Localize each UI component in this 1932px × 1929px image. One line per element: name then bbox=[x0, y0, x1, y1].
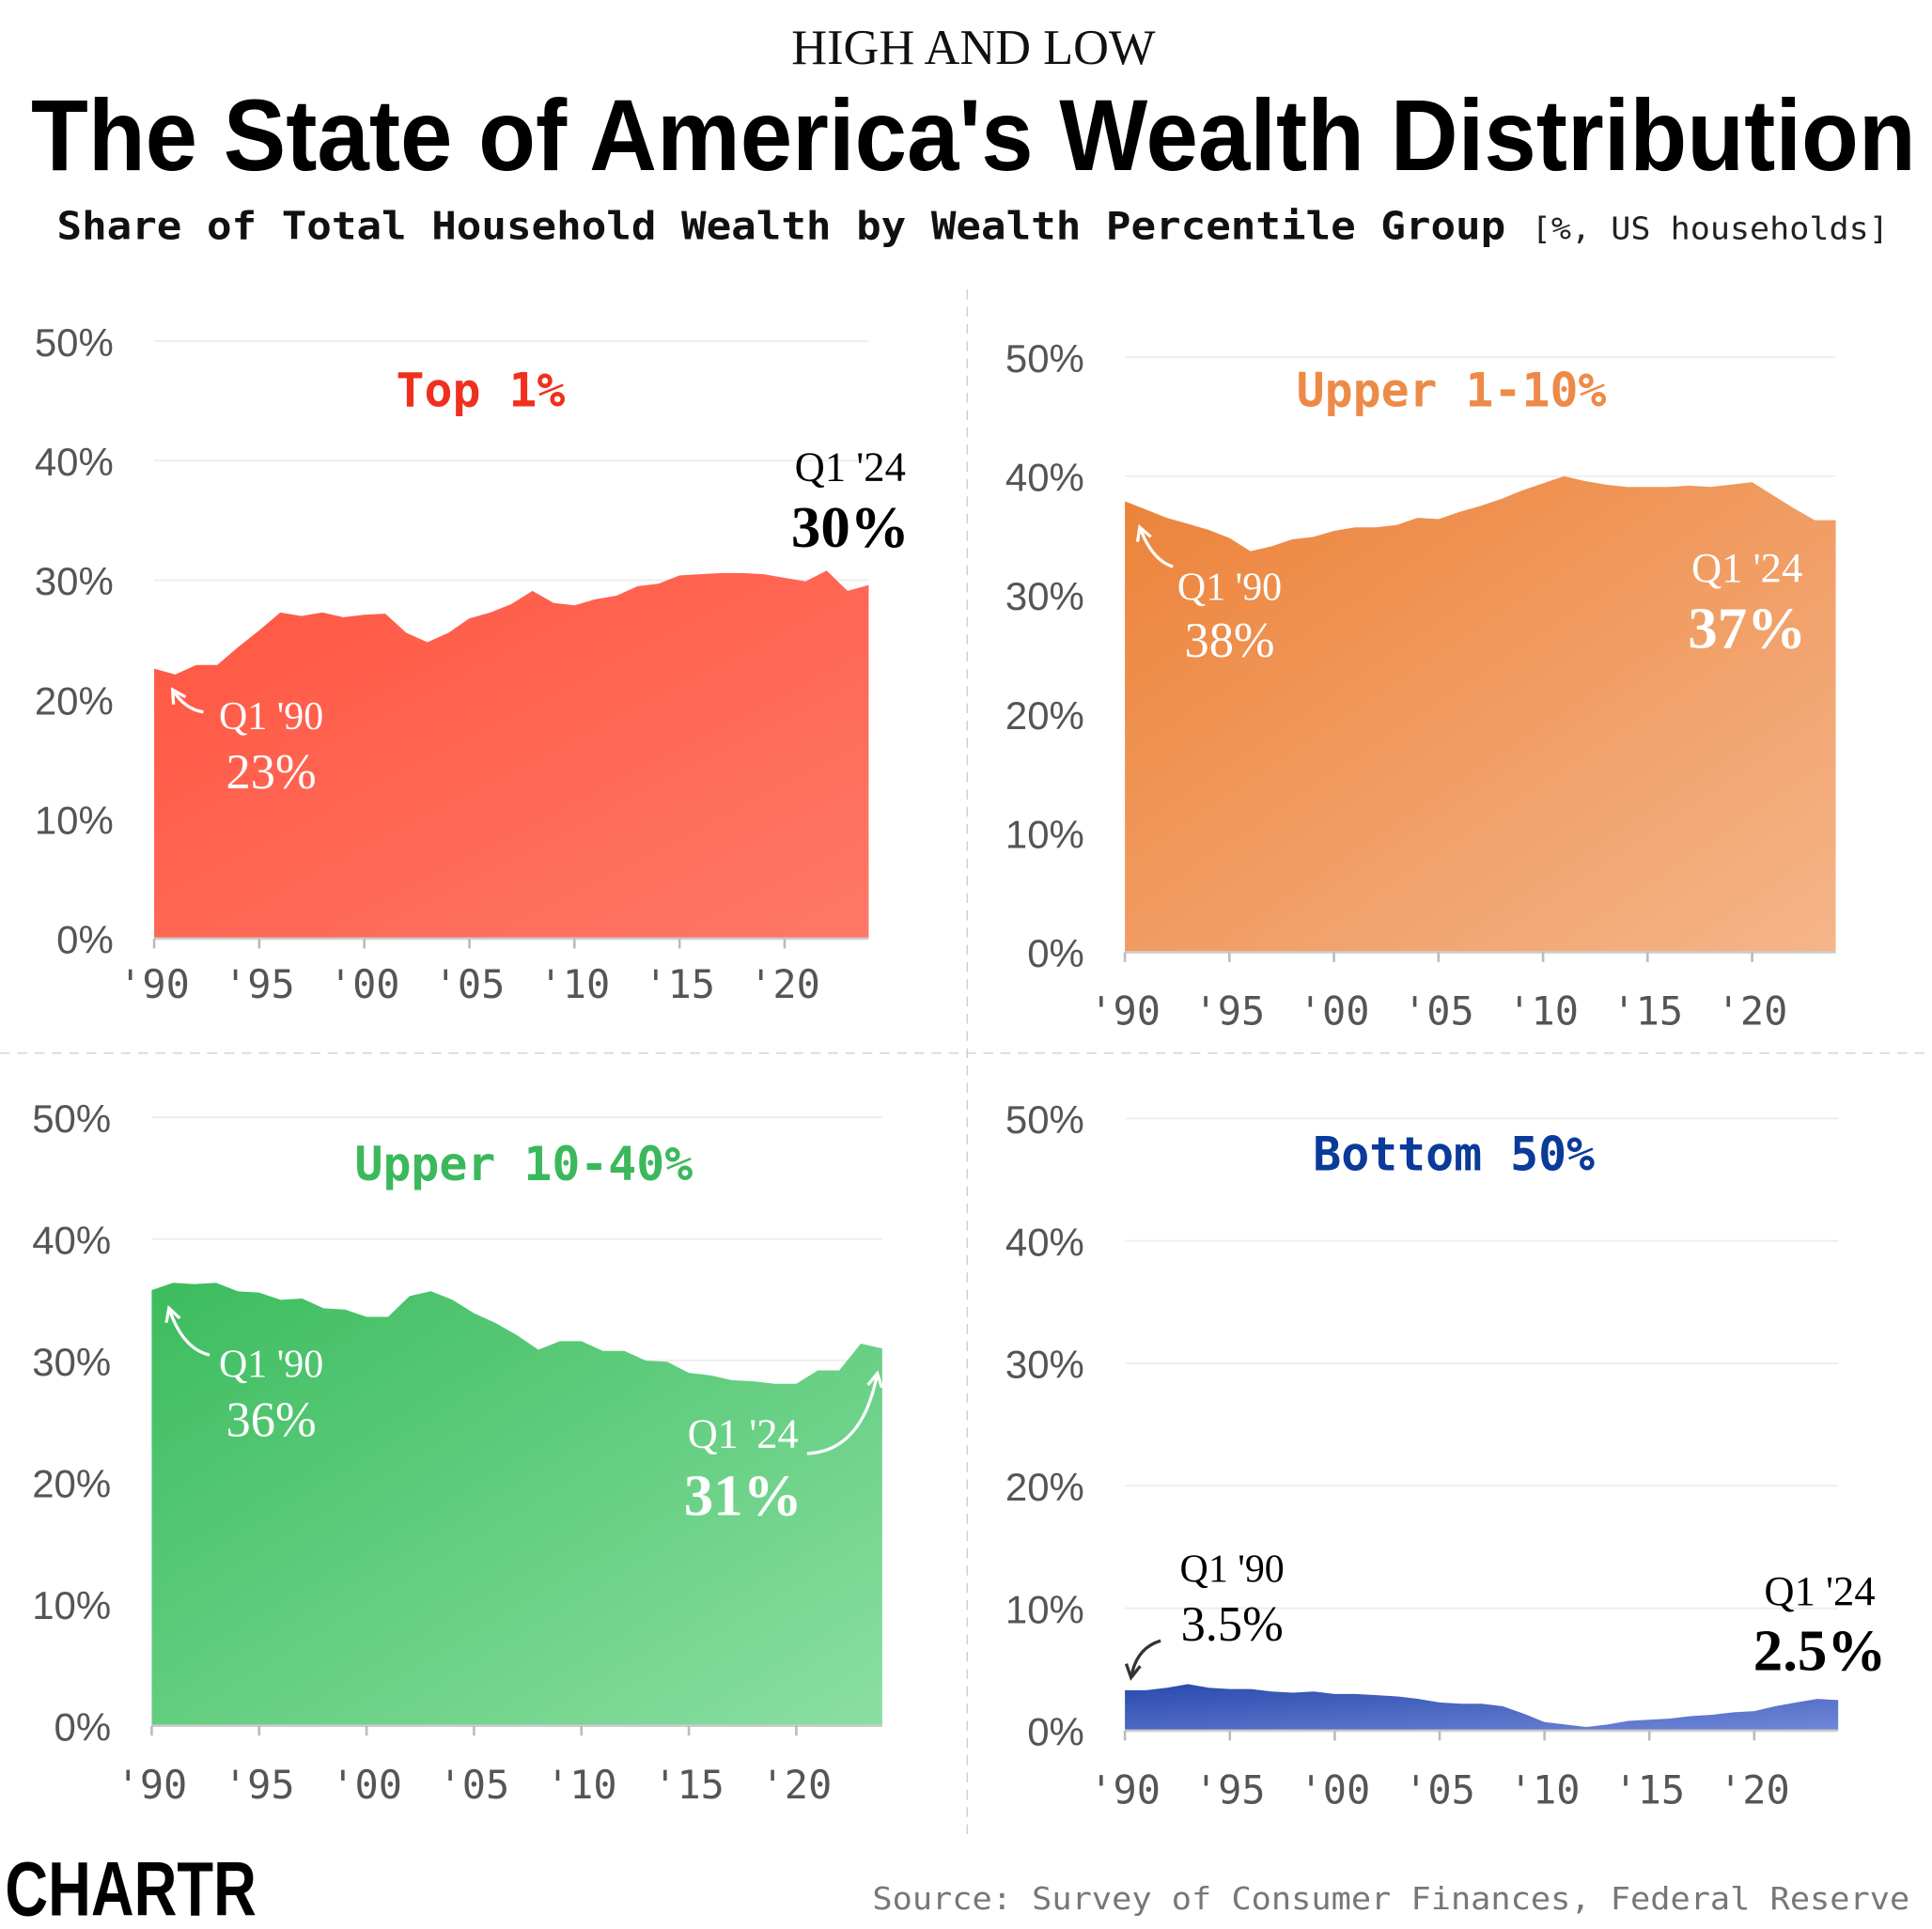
x-tick-label: '90 bbox=[117, 1762, 188, 1808]
x-tick-label: '20 bbox=[1717, 988, 1788, 1035]
x-tick-label: '20 bbox=[749, 961, 820, 1007]
y-tick-label: 30% bbox=[1005, 574, 1084, 618]
x-tick-label: '15 bbox=[1612, 988, 1683, 1035]
area-series bbox=[154, 570, 869, 939]
x-tick-label: '10 bbox=[1509, 1766, 1581, 1812]
panel-title: Upper 1-10% bbox=[1297, 364, 1607, 418]
source-note: Source: Survey of Consumer Finances, Fed… bbox=[872, 1881, 1909, 1917]
panel-0: 0% 10% 20% 30% 40% 50% '90 '95 '00 '05 '10 '15 '20 To… bbox=[35, 320, 910, 1007]
y-tick-label: 20% bbox=[32, 1461, 111, 1505]
y-tick-label: 20% bbox=[1005, 693, 1084, 738]
units-label: [%, US households] bbox=[1532, 210, 1889, 246]
annotation-period: Q1 '90 bbox=[1177, 566, 1282, 609]
y-tick-label: 30% bbox=[35, 559, 114, 603]
y-tick-label: 20% bbox=[35, 678, 114, 723]
annotation-period: Q1 '90 bbox=[1180, 1548, 1285, 1591]
panel-2: 0% 10% 20% 30% 40% 50% '90 '95 '00 '05 '10 '15 '20 Up… bbox=[32, 1097, 883, 1808]
annotation-arrow-icon bbox=[171, 689, 204, 714]
annotation-value: 23% bbox=[226, 745, 317, 800]
y-tick-label: 40% bbox=[35, 440, 114, 484]
panel-title: Top 1% bbox=[397, 364, 566, 418]
area-series bbox=[1125, 475, 1836, 953]
x-tick-label: '15 bbox=[653, 1762, 724, 1808]
area-series bbox=[151, 1283, 882, 1726]
y-tick-label: 0% bbox=[1027, 1710, 1084, 1754]
y-tick-label: 10% bbox=[32, 1583, 111, 1627]
panel-title: Upper 10-40% bbox=[354, 1137, 693, 1191]
x-tick-label: '95 bbox=[224, 1762, 295, 1808]
y-tick-label: 0% bbox=[1027, 931, 1084, 975]
x-tick-label: '00 bbox=[331, 1762, 402, 1808]
panel-3: 0% 10% 20% 30% 40% 50% '90 '95 '00 '05 '10 '15 '20 Bo… bbox=[1005, 1097, 1886, 1812]
x-tick-label: '00 bbox=[1299, 988, 1370, 1035]
x-tick-label: '05 bbox=[1404, 1766, 1475, 1812]
x-tick-label: '15 bbox=[644, 961, 715, 1007]
annotation-arrow-icon bbox=[167, 1307, 210, 1357]
x-tick-label: '20 bbox=[761, 1762, 833, 1808]
arrowhead-icon bbox=[1124, 1663, 1142, 1681]
panel-1: 0% 10% 20% 30% 40% 50% '90 '95 '00 '05 '10 '15 '20 Up… bbox=[1005, 336, 1836, 1035]
kicker: HIGH AND LOW bbox=[791, 21, 1156, 75]
arrowhead-icon bbox=[866, 1370, 883, 1389]
x-tick-label: '15 bbox=[1613, 1766, 1685, 1812]
x-tick-label: '05 bbox=[439, 1762, 510, 1808]
y-tick-label: 10% bbox=[1005, 812, 1084, 856]
annotation-arrow-icon bbox=[1138, 526, 1174, 568]
y-tick-label: 20% bbox=[1005, 1465, 1084, 1509]
annotation-value: 31% bbox=[684, 1463, 802, 1529]
area-series bbox=[1125, 1684, 1839, 1731]
x-tick-label: '90 bbox=[1089, 988, 1161, 1035]
x-tick-label: '90 bbox=[1089, 1766, 1161, 1812]
annotation-period: Q1 '90 bbox=[219, 1344, 323, 1387]
arrowhead-icon bbox=[1135, 523, 1152, 542]
y-tick-label: 40% bbox=[32, 1218, 111, 1262]
annotation-value: 36% bbox=[226, 1393, 317, 1448]
annotation-period: Q1 '24 bbox=[1691, 544, 1802, 591]
x-tick-label: '10 bbox=[546, 1762, 617, 1808]
x-tick-label: '05 bbox=[434, 961, 506, 1007]
x-tick-label: '20 bbox=[1719, 1766, 1790, 1812]
x-tick-label: '05 bbox=[1403, 988, 1474, 1035]
chartr-logo: CHARTR bbox=[5, 1847, 256, 1929]
annotation-arrow-icon bbox=[1130, 1639, 1161, 1678]
annotation-value: 38% bbox=[1185, 614, 1275, 668]
y-tick-label: 0% bbox=[55, 1704, 112, 1749]
arrowhead-icon bbox=[170, 687, 187, 705]
y-tick-label: 50% bbox=[35, 320, 114, 365]
annotation-period: Q1 '24 bbox=[688, 1409, 799, 1456]
x-tick-label: '00 bbox=[329, 961, 400, 1007]
x-tick-label: '90 bbox=[118, 961, 190, 1007]
annotation-value: 37% bbox=[1688, 596, 1806, 661]
annotation-value: 30% bbox=[791, 494, 910, 560]
y-tick-label: 40% bbox=[1005, 456, 1084, 500]
x-tick-label: '00 bbox=[1299, 1766, 1370, 1812]
x-tick-label: '95 bbox=[1194, 1766, 1266, 1812]
y-tick-label: 50% bbox=[1005, 336, 1084, 381]
y-tick-label: 10% bbox=[35, 799, 114, 843]
x-tick-label: '10 bbox=[538, 961, 610, 1007]
annotation-value: 2.5% bbox=[1753, 1618, 1887, 1684]
annotation-arrow-icon bbox=[806, 1373, 880, 1455]
y-tick-label: 30% bbox=[32, 1340, 111, 1384]
annotation-period: Q1 '90 bbox=[219, 695, 323, 739]
y-tick-label: 30% bbox=[1005, 1343, 1084, 1387]
x-tick-label: '95 bbox=[1193, 988, 1265, 1035]
y-tick-label: 50% bbox=[1005, 1097, 1084, 1142]
y-tick-label: 40% bbox=[1005, 1220, 1084, 1264]
arrowhead-icon bbox=[164, 1305, 181, 1324]
subtitle: Share of Total Household Wealth by Wealt… bbox=[56, 203, 1505, 248]
y-tick-label: 50% bbox=[32, 1097, 111, 1141]
annotation-period: Q1 '24 bbox=[795, 443, 906, 490]
x-tick-label: '10 bbox=[1507, 988, 1579, 1035]
y-tick-label: 0% bbox=[56, 918, 114, 962]
y-tick-label: 10% bbox=[1005, 1587, 1084, 1631]
annotation-value: 3.5% bbox=[1181, 1597, 1284, 1652]
x-tick-label: '95 bbox=[224, 961, 295, 1007]
page-title: The State of America's Wealth Distributi… bbox=[31, 79, 1916, 192]
panel-title: Bottom 50% bbox=[1313, 1127, 1595, 1181]
annotation-period: Q1 '24 bbox=[1764, 1567, 1875, 1614]
